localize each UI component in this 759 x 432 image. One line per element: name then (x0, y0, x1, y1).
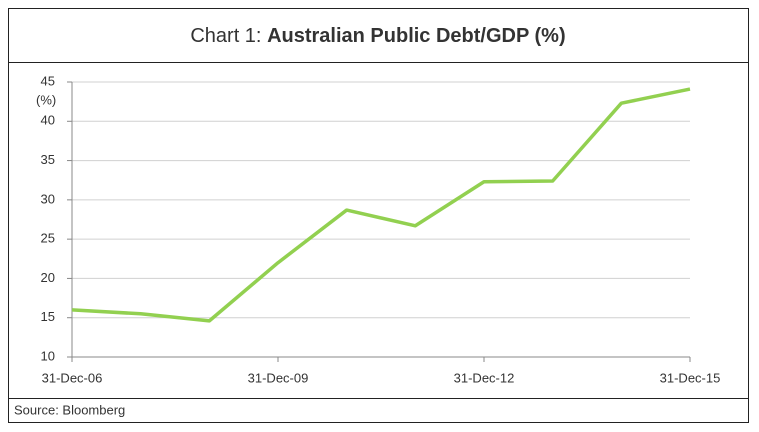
plot-box (8, 62, 749, 399)
y-axis-label: (%) (36, 92, 56, 107)
chart-title: Chart 1: Australian Public Debt/GDP (%) (190, 25, 565, 47)
source: Source: Bloomberg (14, 402, 125, 417)
x-tick-label: 31-Dec-12 (454, 370, 515, 385)
title-main: Australian Public Debt/GDP (%) (267, 25, 566, 47)
y-tick-label: 30 (41, 191, 55, 206)
y-tick-label: 25 (41, 231, 55, 246)
y-tick-label: 20 (41, 270, 55, 285)
y-tick-label: 15 (41, 309, 55, 324)
x-tick-label: 31-Dec-06 (42, 370, 103, 385)
x-tick-label: 31-Dec-09 (248, 370, 309, 385)
source-box (8, 398, 749, 423)
y-tick-label: 45 (41, 73, 55, 88)
y-tick-label: 35 (41, 152, 55, 167)
y-tick-label: 40 (41, 113, 55, 128)
title-label: Chart 1: (190, 25, 261, 47)
y-tick-label: 10 (41, 348, 55, 363)
data-line (71, 87, 691, 323)
x-tick-label: 31-Dec-15 (660, 370, 721, 385)
